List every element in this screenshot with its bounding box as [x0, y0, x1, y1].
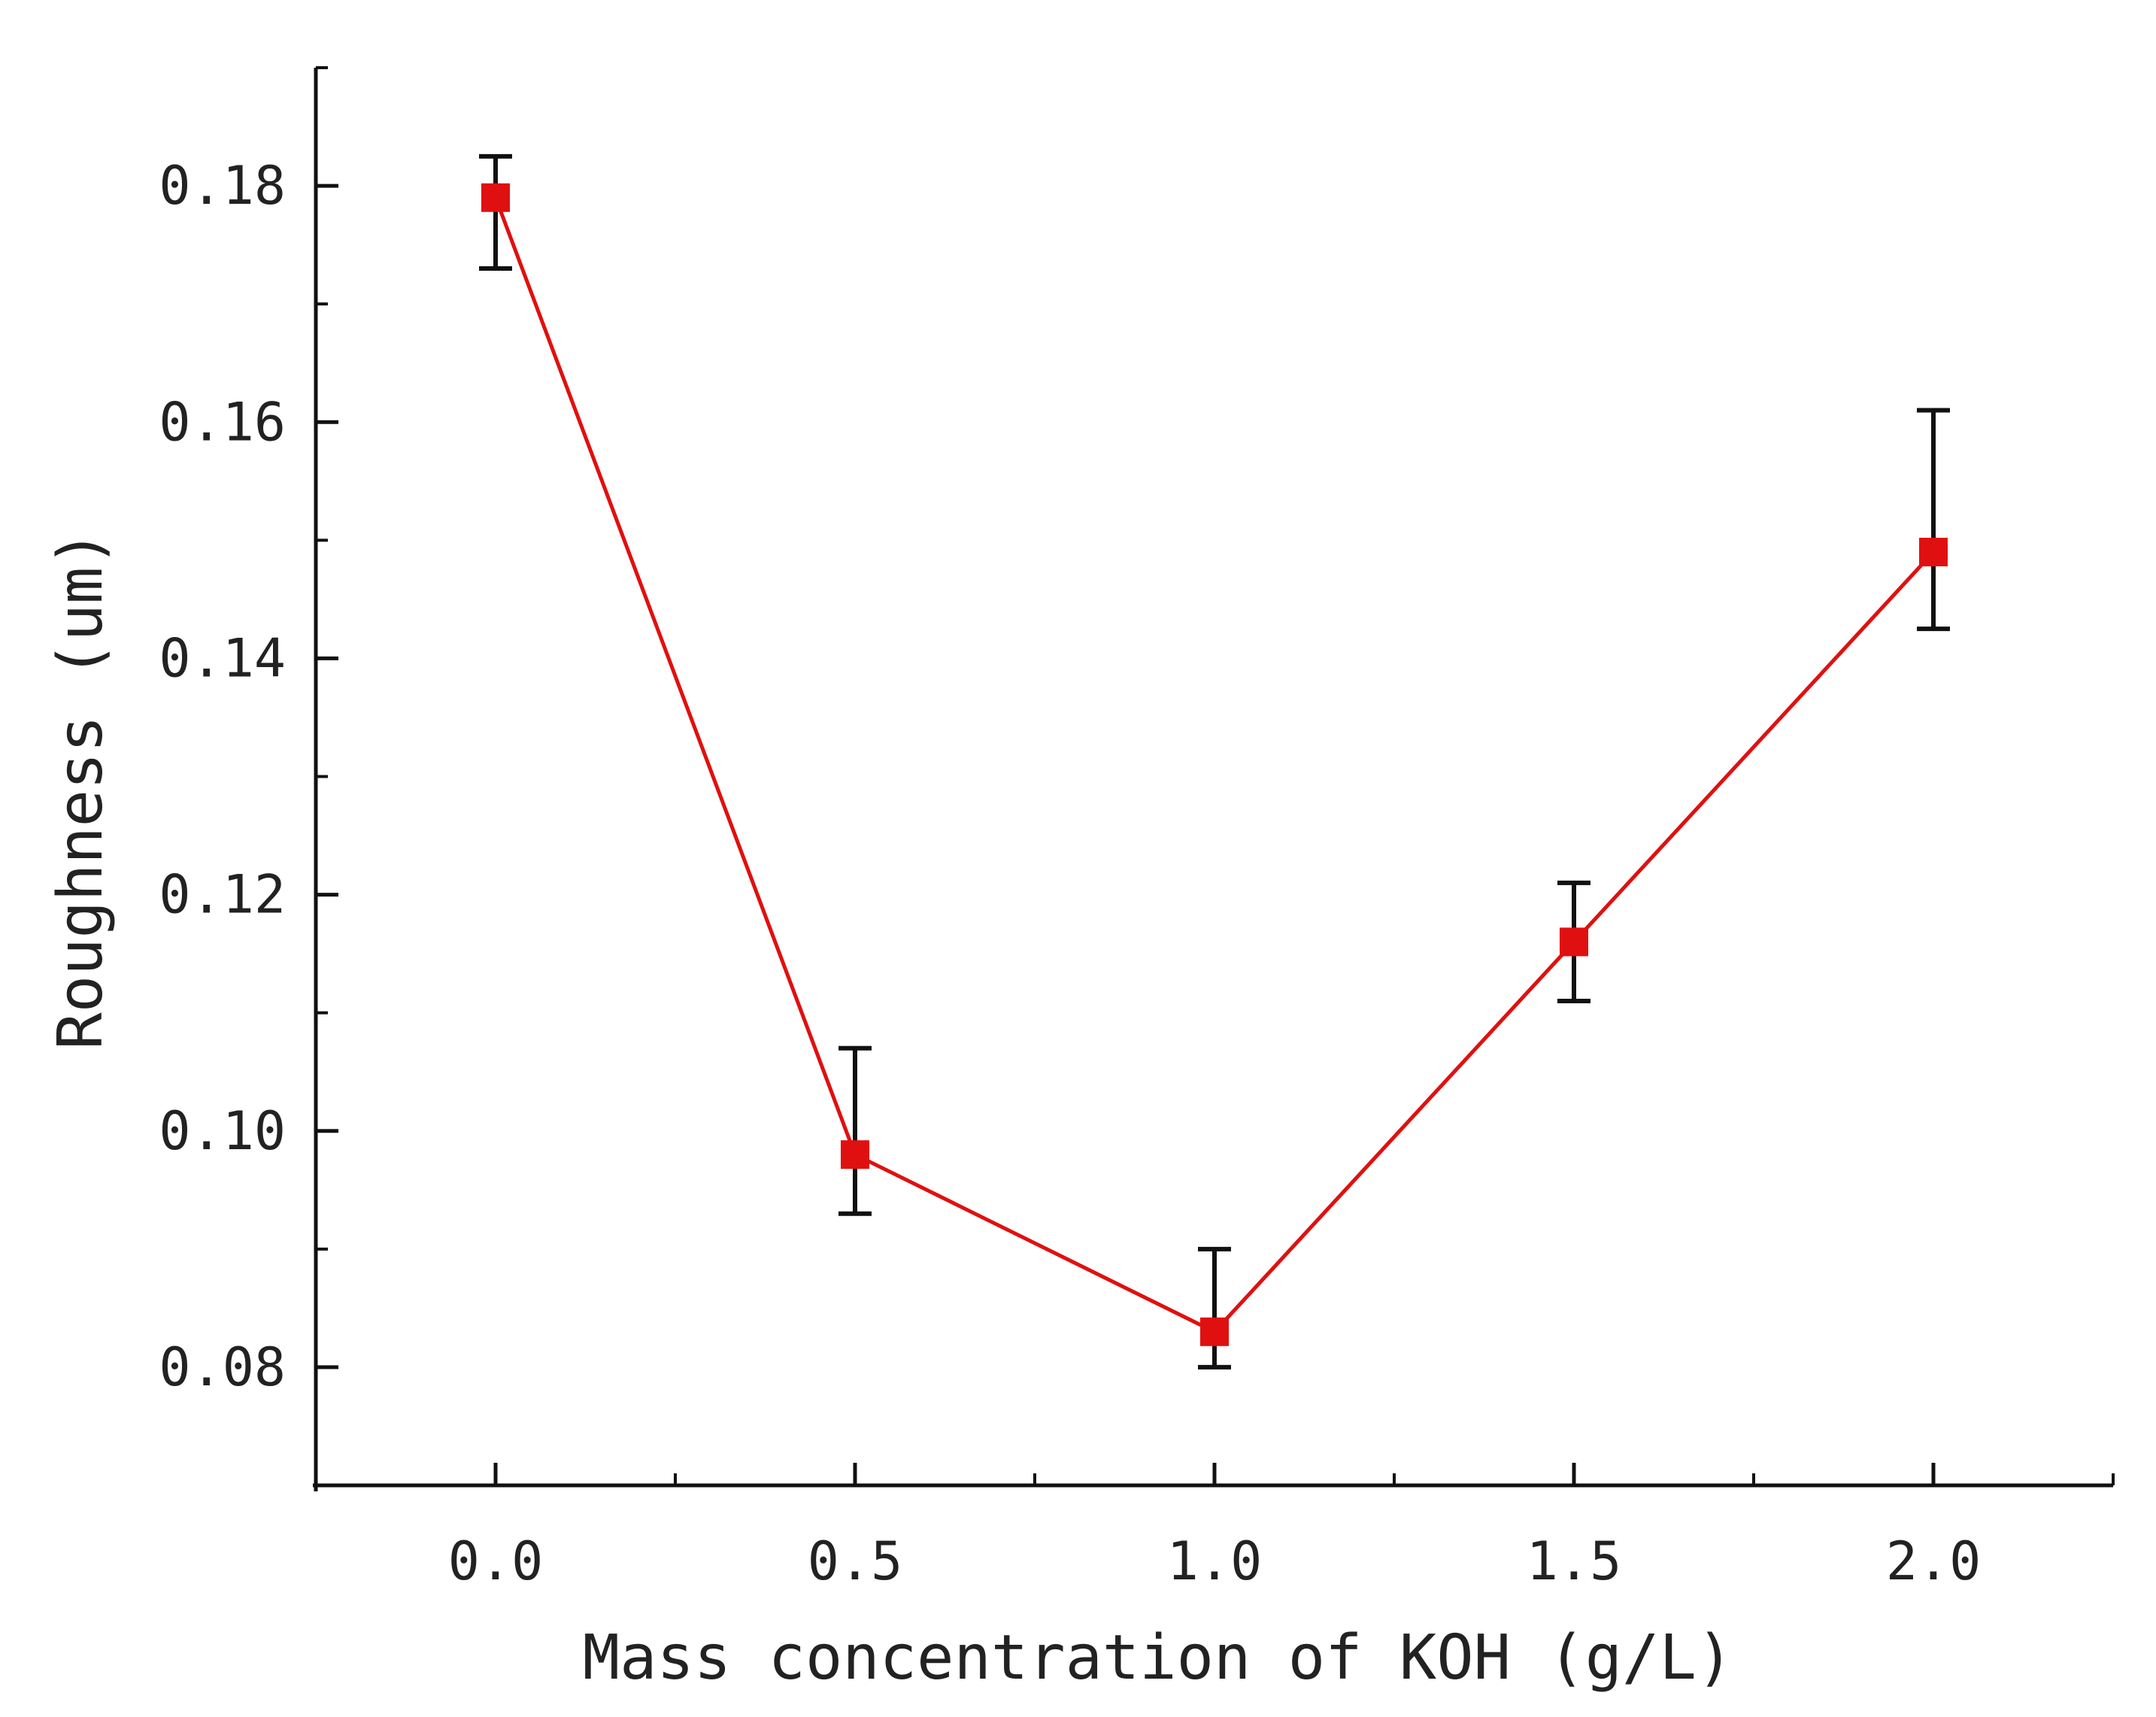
x-axis-title: Mass concentration of KOH (g/L)	[583, 1622, 1733, 1694]
y-tick-label: 0.16	[159, 391, 286, 453]
data-point-marker	[1200, 1317, 1229, 1346]
labels: Mass concentration of KOH (g/L) Roughnes…	[45, 155, 1981, 1694]
series-line	[493, 196, 1935, 1334]
x-tick-label: 0.0	[448, 1530, 543, 1592]
x-tick-label: 2.0	[1886, 1530, 1981, 1592]
y-tick-label: 0.08	[159, 1336, 286, 1398]
data-point-marker	[481, 183, 510, 212]
series	[493, 196, 1935, 1334]
markers	[481, 183, 1948, 1346]
y-tick-label: 0.14	[159, 627, 286, 689]
x-tick-label: 1.5	[1527, 1530, 1621, 1592]
data-point-marker	[1560, 927, 1588, 957]
y-tick-label: 0.12	[159, 864, 286, 926]
y-axis-title: Roughness (um)	[45, 529, 117, 1049]
data-point-marker	[1919, 538, 1948, 567]
error-bars	[479, 153, 1950, 1370]
y-tick-label: 0.18	[159, 155, 286, 217]
ticks	[314, 66, 2115, 1487]
x-tick-label: 0.5	[808, 1530, 902, 1592]
data-point-marker	[841, 1140, 869, 1169]
x-tick-label: 1.0	[1167, 1530, 1262, 1592]
y-tick-label: 0.10	[159, 1100, 286, 1162]
